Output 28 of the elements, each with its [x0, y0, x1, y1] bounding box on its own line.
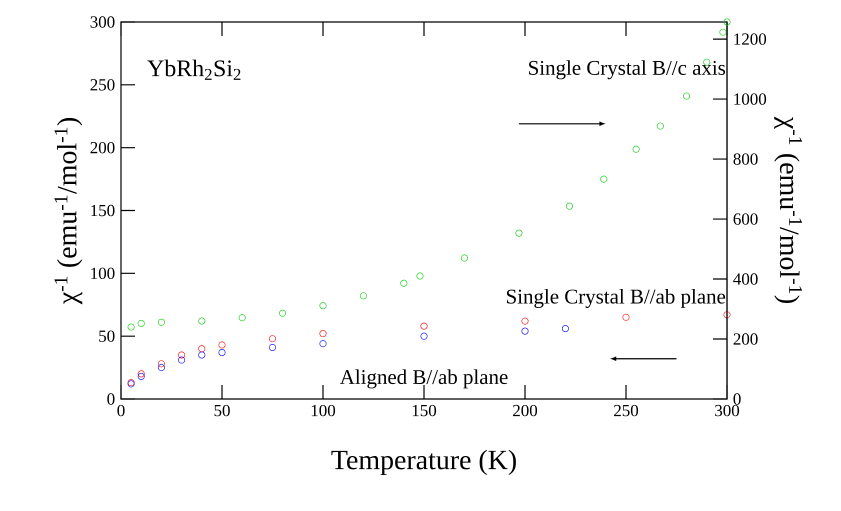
y2-tick-label: 1000: [734, 93, 766, 105]
y2-tick-label: 400: [733, 273, 758, 285]
y-tick-label: 150: [91, 204, 115, 216]
x-tick-label: 300: [715, 404, 740, 416]
x-tick-label: 200: [513, 404, 538, 416]
y-tick-label: 100: [91, 268, 115, 280]
series-label: Single Crystal B//c axis: [529, 60, 726, 80]
x-tick-label: 100: [312, 404, 336, 416]
y-tick-label: 200: [90, 142, 115, 154]
x-axis-title: Temperature (K): [331, 450, 516, 476]
series-label: Single Crystal B//ab plane: [506, 288, 726, 308]
y-tick-label: 0: [107, 393, 115, 405]
y-tick-label: 50: [99, 330, 115, 342]
y2-tick-label: 200: [734, 333, 758, 345]
x-tick-label: 50: [214, 404, 230, 416]
x-tick-label: 250: [614, 404, 638, 416]
y-axis-title: χ$^{-1}$ (emu$^{-1}$/mol$^{-1}$): [54, 118, 82, 304]
y2-axis-title: χ$^{-1}$ (emu$^{-1}$/mol$^{-1}$): [774, 116, 802, 303]
y-tick-label: 250: [90, 79, 115, 91]
y2-tick-label: 800: [733, 153, 758, 165]
y-tick-label: 300: [90, 16, 115, 28]
series-label: Aligned B//ab plane: [340, 369, 508, 388]
annotation: YbRh$_{2}$Si$_{2}$: [147, 60, 240, 80]
y2-tick-label: 1200: [734, 33, 766, 45]
y2-tick-label: 0: [733, 393, 741, 405]
y2-tick-label: 600: [734, 213, 758, 225]
x-tick-label: 150: [412, 404, 436, 416]
x-tick-label: 0: [117, 404, 125, 416]
